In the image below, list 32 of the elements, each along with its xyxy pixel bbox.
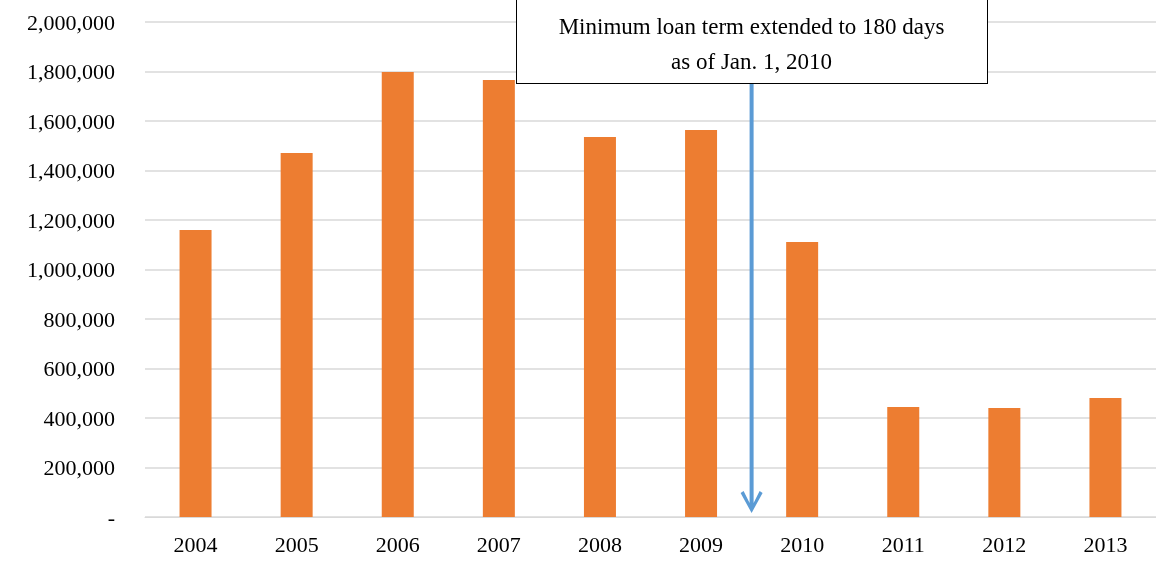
bar: [1089, 397, 1122, 517]
text-box: Minimum loan term extended to 180 days as of Jan. 1, 2010: [515, 0, 988, 84]
x-tick-label: 2013: [1083, 531, 1128, 557]
y-tick-label: 400,000: [43, 405, 115, 431]
bar: [280, 152, 313, 517]
y-tick-label: 1,800,000: [27, 59, 115, 84]
bar: [988, 408, 1021, 517]
x-tick-label: 2009: [679, 531, 724, 557]
y-tick-label: 200,000: [43, 455, 115, 480]
bar: [583, 137, 616, 517]
bar: [179, 229, 212, 517]
y-tick-label: 1,000,000: [27, 257, 115, 282]
y-tick-label: 1,600,000: [27, 108, 115, 134]
x-tick-label: 2006: [375, 531, 420, 557]
y-tick-label: 800,000: [43, 306, 115, 332]
bar: [381, 72, 414, 517]
bar: [887, 407, 920, 517]
bar: [685, 129, 718, 517]
y-tick-label: 1,400,000: [27, 158, 115, 183]
bar: [786, 242, 819, 517]
bar: [482, 79, 515, 517]
x-tick-label: 2004: [173, 531, 218, 557]
x-tick-label: 2012: [982, 531, 1027, 557]
y-tick-label: 2,000,000: [27, 9, 115, 35]
y-tick-label: -: [107, 504, 115, 530]
x-tick-label: 2007: [476, 531, 521, 557]
y-tick-label: 1,200,000: [27, 207, 115, 233]
x-tick-label: 2011: [881, 531, 925, 557]
x-tick-label: 2008: [577, 531, 622, 557]
x-tick-label: 2005: [274, 531, 319, 557]
x-tick-label: 2010: [780, 531, 825, 557]
y-tick-label: 600,000: [43, 356, 115, 381]
